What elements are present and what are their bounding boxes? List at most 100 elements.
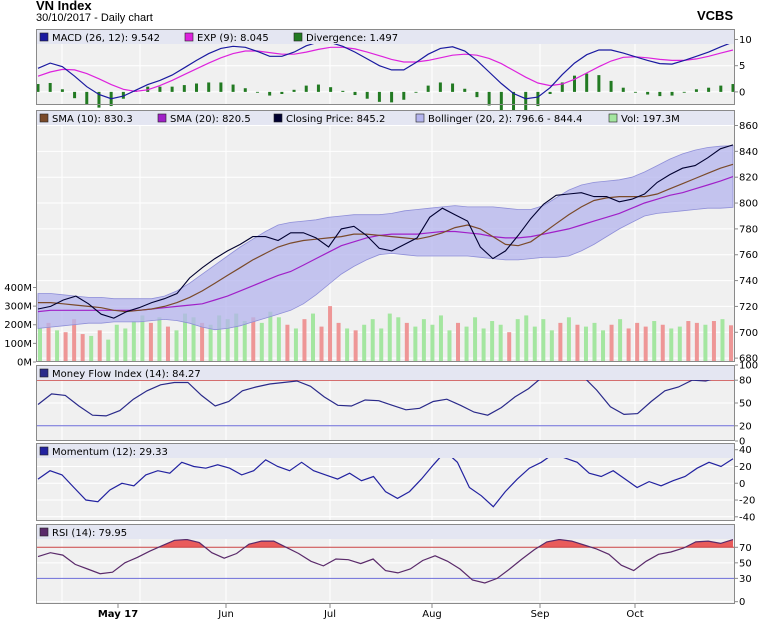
volume-bar [609, 324, 614, 362]
volume-bar [157, 317, 162, 362]
chart-subtitle: 30/10/2017 - Daily chart [36, 12, 153, 24]
volume-bar [524, 315, 529, 362]
volume-bar [208, 324, 213, 362]
sma10-legend-swatch [39, 113, 49, 123]
volume-bar [694, 322, 699, 362]
volume-bar [652, 321, 657, 362]
volume-bar [72, 319, 77, 362]
volume-bar [148, 322, 153, 362]
divergence-bar [426, 85, 430, 92]
divergence-bar [633, 91, 637, 93]
divergence-bar [560, 82, 564, 92]
divergence-bar [731, 84, 735, 92]
volume-bar [191, 317, 196, 362]
price-tick-label: 720 [739, 302, 758, 313]
volume-bar [63, 332, 68, 362]
macd-legend-bar [37, 30, 734, 44]
mfi-tick-label: 0 [739, 437, 745, 448]
divergence-bar [219, 82, 223, 92]
volume-bar [174, 330, 179, 362]
mfi-tick-label: 20 [739, 421, 752, 432]
volume-bar [566, 317, 571, 362]
volume-bar [626, 328, 631, 362]
volume-bar [430, 324, 435, 362]
source-label: VCBS [697, 8, 734, 23]
volume-bar [404, 322, 409, 362]
momentum-tick-label: 20 [739, 462, 752, 473]
price-tick-label: 820 [739, 173, 758, 184]
volume-tick-label: 300M [4, 302, 32, 313]
price-tick-label: 680 [739, 354, 758, 365]
divergence-bar [414, 91, 418, 93]
volume-bar [660, 324, 665, 362]
volume-bar [370, 319, 375, 362]
volume-bar [558, 322, 563, 362]
volume-bar [293, 328, 298, 362]
divergence-bar [512, 91, 516, 115]
divergence-bar [597, 75, 601, 92]
volume-bar [225, 319, 230, 362]
divergence-bar [170, 86, 174, 92]
divergence-bar [255, 91, 259, 93]
volume-bar [80, 334, 85, 362]
sma10-legend-label: SMA (10): 830.3 [52, 114, 133, 125]
mfi-line [37, 369, 734, 417]
volume-bar [481, 328, 486, 362]
volume-bar [259, 322, 264, 362]
divergence-bar [36, 84, 40, 92]
momentum-legend-swatch [39, 446, 49, 456]
divergence-bar [207, 82, 211, 92]
bollinger-legend-label: Bollinger (20, 2): 796.6 - 844.4 [428, 114, 582, 125]
chart-title: VN Index [36, 0, 92, 13]
volume-bar [336, 322, 341, 362]
price-tick-label: 780 [739, 224, 758, 235]
divergence-bar [475, 91, 479, 98]
divergence-bar [97, 91, 101, 108]
volume-bar [549, 330, 554, 362]
price-tick-label: 700 [739, 328, 758, 339]
close-legend-label: Closing Price: 845.2 [286, 114, 385, 125]
divergence-bar [646, 91, 650, 95]
divergence-bar [524, 91, 528, 114]
mfi-tick-label: 80 [739, 376, 752, 387]
rsi-tick-label: 50 [739, 558, 752, 569]
exp-legend-label: EXP (9): 8.045 [197, 33, 269, 44]
volume-bar [396, 317, 401, 362]
divergence-bar [694, 89, 698, 92]
date-tick-label: Aug [422, 609, 442, 620]
volume-bar [583, 326, 588, 362]
volume-bar [200, 322, 205, 362]
date-tick-label: Sep [531, 609, 550, 620]
price-tick-label: 760 [739, 250, 758, 261]
momentum-tick-label: -40 [739, 512, 755, 523]
divergence-legend-swatch [293, 32, 303, 42]
volume-bar [703, 324, 708, 362]
rsi-tick-label: 0 [739, 597, 745, 608]
macd-line [37, 41, 734, 100]
divergence-bar [585, 73, 589, 92]
mfi-legend-swatch [39, 368, 49, 378]
volume-bar [456, 322, 461, 362]
divergence-bar [182, 85, 186, 92]
divergence-bar [316, 84, 320, 92]
divergence-bar [158, 86, 162, 92]
volume-bar [379, 328, 384, 362]
divergence-bar [658, 91, 662, 97]
volume-legend-label: Vol: 197.3M [621, 114, 680, 125]
rsi-overbought-area [684, 539, 733, 548]
volume-bar [473, 317, 478, 362]
volume-bar [729, 325, 733, 362]
divergence-bar [451, 83, 455, 92]
divergence-bar [268, 91, 272, 96]
rsi-border [36, 524, 735, 604]
divergence-bar [438, 82, 442, 92]
volume-bar [268, 311, 273, 362]
rsi-line [37, 538, 734, 584]
volume-bar [515, 319, 520, 362]
date-tick-label: May 17 [98, 609, 138, 620]
volume-bar [575, 324, 580, 362]
volume-legend-swatch [608, 113, 618, 123]
volume-bar [464, 326, 469, 362]
divergence-bar [670, 91, 674, 96]
